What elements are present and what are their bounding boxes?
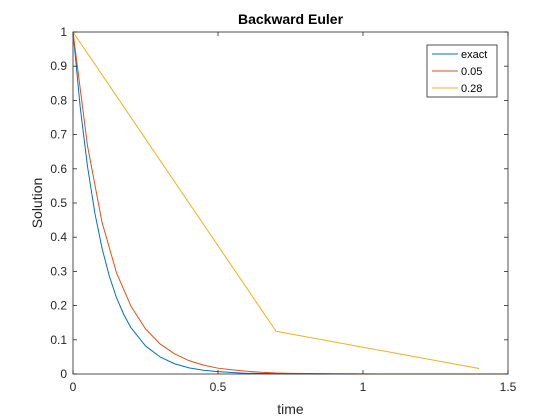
y-axis-label: Solution [29, 178, 45, 229]
y-tick-label-0-2: 0.2 [50, 299, 67, 313]
y-tick-label-0-5: 0.5 [50, 196, 67, 210]
x-tick-label-1: 1 [360, 380, 367, 394]
legend-label-0-28: 0.28 [461, 83, 482, 95]
legend: exact 0.05 0.28 [426, 44, 498, 98]
x-axis-label: time [277, 401, 304, 417]
legend-label-exact: exact [461, 49, 487, 61]
x-tick-label-0: 0 [70, 380, 77, 394]
series-line-0-28 [72, 31, 480, 370]
x-tick-label-1-5: 1.5 [500, 380, 517, 394]
y-tick-label-0: 0 [60, 367, 67, 381]
x-tick-label-0-5: 0.5 [210, 380, 227, 394]
y-tick-label-0-6: 0.6 [50, 162, 67, 176]
y-tick-label-0-1: 0.1 [50, 333, 67, 347]
chart-title: Backward Euler [238, 11, 344, 27]
y-tick-label-0-3: 0.3 [50, 264, 67, 278]
y-tick-label-0-8: 0.8 [50, 93, 67, 107]
y-tick-label-0-7: 0.7 [50, 128, 67, 142]
plot-frame [72, 31, 509, 375]
y-tick-label-0-9: 0.9 [50, 59, 67, 73]
y-tick-label-0-4: 0.4 [50, 230, 67, 244]
legend-label-0-05: 0.05 [461, 66, 482, 78]
y-tick-label-1: 1 [60, 25, 67, 39]
